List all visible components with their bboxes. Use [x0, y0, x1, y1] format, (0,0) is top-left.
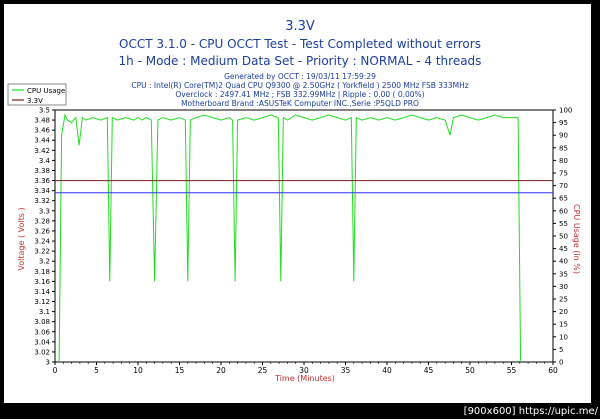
y2-tick-label: 30 [559, 283, 568, 291]
x-tick-label: 55 [507, 366, 517, 375]
y-tick-label: 3.5 [39, 107, 50, 115]
y-tick-label: 3.44 [34, 137, 50, 145]
y2-tick-label: 5 [559, 346, 563, 354]
y-tick-label: 3.28 [34, 217, 50, 225]
x-tick-label: 45 [424, 366, 434, 375]
y2-tick-label: 25 [559, 296, 568, 304]
y-tick-label: 3.22 [34, 248, 50, 256]
y-tick-label: 3.12 [34, 298, 50, 306]
plot-area: 0 5 10 15 20 25 30 35 40 45 50 55 6033.023.043.063.0… [34, 107, 572, 376]
y2-tick-label: 100 [559, 107, 572, 115]
y-tick-label: 3.1 [39, 308, 50, 316]
y2-tick-label: 40 [559, 258, 568, 266]
y2-tick-label: 90 [559, 132, 568, 140]
chart-info-line-3: Overclock : 2497.41 MHz ; FSB 332.99MHz … [175, 90, 424, 99]
y2-tick-label: 70 [559, 182, 568, 190]
y-tick-label: 3.4 [39, 157, 51, 165]
y2-tick-label: 0 [559, 359, 563, 367]
y2-tick-label: 75 [559, 170, 568, 178]
x-tick-label: 5 [94, 366, 99, 375]
y-tick-label: 3.48 [34, 117, 50, 125]
legend-entry-3-3v: 3.3V [27, 97, 43, 105]
x-tick-label: 40 [382, 366, 392, 375]
chart-title: 3.3V [285, 19, 315, 34]
x-tick-label: 10 [133, 366, 143, 375]
chart-info-line-2: CPU : Intel(R) Core(TM)2 Quad CPU Q9300 … [131, 81, 468, 90]
y2-tick-label: 55 [559, 220, 568, 228]
legend: CPU Usage 3.3V [7, 83, 67, 106]
y2-tick-label: 45 [559, 245, 568, 253]
watermark: [900x600] https://upic.me/ [463, 406, 598, 417]
y-tick-label: 3.26 [34, 227, 50, 235]
y-tick-label: 3 [46, 359, 50, 367]
y-tick-label: 3.18 [34, 268, 50, 276]
y-tick-label: 3.46 [34, 127, 50, 135]
y-tick-label: 3.3 [39, 207, 50, 215]
x-tick-label: 50 [465, 366, 475, 375]
y-tick-label: 3.38 [34, 167, 50, 175]
chart-svg: 3.3V OCCT 3.1.0 - CPU OCCT Test - Test C… [4, 4, 591, 403]
x-tick-label: 15 [175, 366, 185, 375]
plot-border [54, 109, 554, 363]
x-tick-label: 35 [341, 366, 351, 375]
x-tick-label: 30 [299, 366, 309, 375]
y2-tick-label: 95 [559, 119, 568, 127]
y2-tick-label: 50 [559, 233, 568, 241]
y2-tick-label: 35 [559, 270, 568, 278]
y-tick-label: 3.34 [34, 187, 50, 195]
y2-tick-label: 20 [559, 308, 568, 316]
y-tick-label: 3.02 [34, 348, 50, 356]
x-tick-label: 0 [53, 366, 58, 375]
x-tick-label: 20 [216, 366, 226, 375]
y-axis-label: Voltage ( Volts ) [17, 207, 26, 270]
chart-subtitle-line-1: OCCT 3.1.0 - CPU OCCT Test - Test Comple… [119, 37, 481, 51]
y2-tick-label: 80 [559, 157, 568, 165]
y-tick-label: 3.36 [34, 177, 50, 185]
y2-tick-label: 15 [559, 321, 568, 329]
y-tick-label: 3.08 [34, 318, 50, 326]
y2-tick-label: 85 [559, 144, 568, 152]
y-tick-label: 3.2 [39, 258, 50, 266]
y-tick-label: 3.24 [34, 238, 50, 246]
legend-entry-cpu-usage: CPU Usage [27, 87, 65, 95]
y-tick-label: 3.32 [34, 197, 50, 205]
y2-tick-label: 65 [559, 195, 568, 203]
x-tick-label: 60 [548, 366, 558, 375]
y2-tick-label: 60 [559, 207, 568, 215]
chart-info-line-4: Motherboard Brand :ASUSTeK Computer INC.… [181, 99, 419, 108]
x-axis-label: Time (Minutes) [274, 374, 335, 383]
y-tick-label: 3.06 [34, 328, 50, 336]
x-tick-label: 25 [258, 366, 268, 375]
chart-frame: 3.3V OCCT 3.1.0 - CPU OCCT Test - Test C… [2, 2, 593, 405]
y-tick-label: 3.04 [34, 338, 50, 346]
y2-tick-label: 10 [559, 333, 568, 341]
y-tick-label: 3.16 [34, 278, 50, 286]
y-tick-label: 3.42 [34, 147, 50, 155]
chart-info-line-1: Generated by OCCT : 19/03/11 17:59:29 [224, 72, 376, 81]
y2-axis-label: CPU Usage (in %) [572, 204, 581, 274]
chart-subtitle-line-2: 1h - Mode : Medium Data Set - Priority :… [119, 54, 482, 68]
series-line-cpu-usage [58, 113, 522, 363]
y-tick-label: 3.14 [34, 288, 50, 296]
